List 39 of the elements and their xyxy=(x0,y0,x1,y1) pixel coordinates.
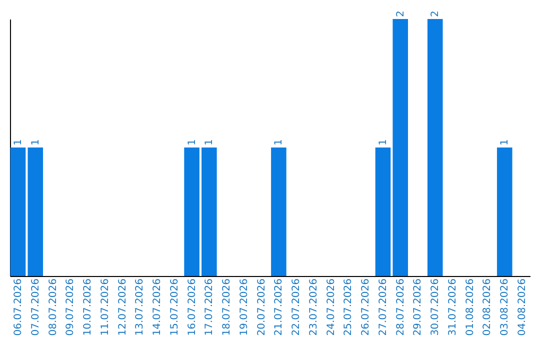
data-label: 1 xyxy=(500,139,511,146)
x-tick-label: 21.07.2026 xyxy=(274,278,285,336)
x-tick-label: 27.07.2026 xyxy=(378,278,389,336)
x-tick-label: 16.07.2026 xyxy=(186,278,198,336)
x-tick-label: 01.08.2026 xyxy=(464,278,476,336)
x-tick-label: 22.07.2026 xyxy=(291,278,302,336)
x-tick-label: 10.07.2026 xyxy=(82,278,94,336)
x-tick-label: 09.07.2026 xyxy=(65,278,76,336)
data-label: 1 xyxy=(378,139,389,146)
data-label: 2 xyxy=(430,10,442,17)
data-label: 1 xyxy=(30,139,42,146)
x-tick-label: 02.08.2026 xyxy=(482,278,494,336)
x-tick-label: 17.07.2026 xyxy=(204,278,216,336)
x-tick-label: 14.07.2026 xyxy=(152,278,164,336)
x-tick-label: 24.07.2026 xyxy=(326,278,337,336)
x-tick-label: 18.07.2026 xyxy=(222,278,233,336)
x-tick-label: 06.07.2026 xyxy=(12,278,24,336)
x-tick-label: 07.07.2026 xyxy=(30,278,42,336)
x-tick-label: 28.07.2026 xyxy=(395,278,406,336)
x-tick-label: 11.07.2026 xyxy=(100,278,111,336)
x-tick-label: 23.07.2026 xyxy=(308,278,320,336)
x-tick-label: 31.07.2026 xyxy=(447,278,458,336)
x-tick-label: 29.07.2026 xyxy=(412,278,424,336)
x-tick-label: 26.07.2026 xyxy=(360,278,372,336)
data-label: 1 xyxy=(186,139,198,146)
x-tick-label: 12.07.2026 xyxy=(117,278,128,336)
x-tick-label: 08.07.2026 xyxy=(48,278,59,336)
x-tick-label: 15.07.2026 xyxy=(169,278,180,336)
x-tick-label: 13.07.2026 xyxy=(134,278,146,336)
x-tick-label: 19.07.2026 xyxy=(238,278,250,336)
x-tick-label: 03.08.2026 xyxy=(500,278,511,336)
x-tick-label: 20.07.2026 xyxy=(256,278,268,336)
x-tick-label: 30.07.2026 xyxy=(430,278,442,336)
data-label: 2 xyxy=(395,10,406,17)
data-label: 1 xyxy=(12,139,24,146)
data-label: 1 xyxy=(274,139,285,146)
data-label: 1 xyxy=(204,139,216,146)
x-tick-label: 04.08.2026 xyxy=(517,278,528,336)
x-tick-label: 25.07.2026 xyxy=(343,278,354,336)
